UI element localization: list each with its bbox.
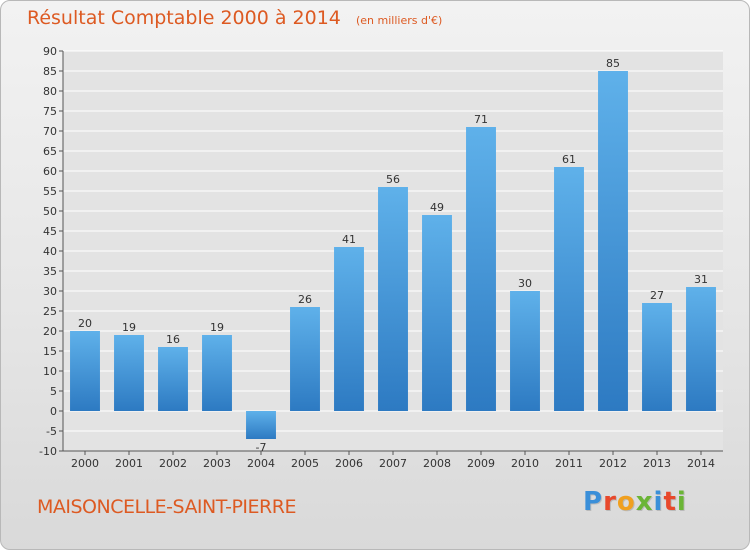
y-tick-label: -5 [46,425,57,438]
logo-letter: i [653,487,664,517]
y-tick-label: 35 [43,265,57,278]
value-label-2010: 30 [518,277,532,290]
value-label-2000: 20 [78,317,92,330]
y-axis: -10 -5 0 5 10 15 20 25 30 35 40 45 50 55 60 65 70 75 80 85 9… [39,45,64,458]
y-tick-label: 15 [43,345,57,358]
value-label-2001: 19 [122,321,136,334]
y-tick-label: 60 [43,165,57,178]
x-tick-label: 2000 [71,457,99,470]
value-label-2007: 56 [386,173,400,186]
y-tick-label: 90 [43,45,57,58]
x-tick-label: 2012 [599,457,627,470]
chart-subtitle: (en milliers d'€) [355,14,443,27]
y-tick-label: 25 [43,305,57,318]
bars [70,71,716,439]
y-tick-label: 75 [43,105,57,118]
y-tick-label: 40 [43,245,57,258]
y-tick-label: 30 [43,285,57,298]
bar-2005 [290,307,320,411]
title-row: Résultat Comptable 2000 à 2014 (en milli… [27,7,442,29]
y-tick-label: 70 [43,125,57,138]
place-name: MAISONCELLE-SAINT-PIERRE [37,496,296,518]
y-tick-label: 0 [50,405,57,418]
logo-letter: o [616,487,636,517]
logo-letter: P [583,487,604,517]
bar-2000 [70,331,100,411]
y-tick-label: -10 [39,445,57,458]
bar-2010 [510,291,540,411]
x-tick-label: 2001 [115,457,143,470]
logo-letter: r [603,487,617,517]
bar-2006 [334,247,364,411]
y-tick-label: 20 [43,325,57,338]
x-tick-label: 2008 [423,457,451,470]
value-label-2008: 49 [430,201,444,214]
x-tick-label: 2002 [159,457,187,470]
y-tick-label: 10 [43,365,57,378]
x-tick-label: 2014 [687,457,715,470]
value-label-2011: 61 [562,153,576,166]
proxiti-logo: Proxiti [583,487,687,517]
x-tick-label: 2004 [247,457,275,470]
bar-2004 [246,411,276,439]
value-labels: 20 19 16 19 -7 26 41 56 49 71 30 61 85 27 31 [78,57,708,454]
y-tick-label: 50 [43,205,57,218]
x-tick-label: 2010 [511,457,539,470]
x-tick-label: 2006 [335,457,363,470]
value-label-2005: 26 [298,293,312,306]
x-tick-label: 2013 [643,457,671,470]
y-tick-label: 5 [50,385,57,398]
logo-letter: x [635,487,654,517]
bar-2012 [598,71,628,411]
bar-2011 [554,167,584,411]
bar-2013 [642,303,672,411]
value-label-2009: 71 [474,113,488,126]
x-tick-label: 2011 [555,457,583,470]
value-label-2014: 31 [694,273,708,286]
x-tick-label: 2007 [379,457,407,470]
logo-letter: t [663,487,677,517]
chart-title: Résultat Comptable 2000 à 2014 [27,7,341,29]
y-tick-label: 45 [43,225,57,238]
x-axis: 2000 2001 2002 2003 2004 2005 2006 2007 2008 2009… [63,450,723,470]
y-tick-label: 80 [43,85,57,98]
value-label-2013: 27 [650,289,664,302]
x-tick-label: 2005 [291,457,319,470]
y-tick-label: 65 [43,145,57,158]
value-label-2004: -7 [256,441,267,454]
y-tick-label: 55 [43,185,57,198]
logo-letter: i [676,487,687,517]
value-label-2003: 19 [210,321,224,334]
value-label-2012: 85 [606,57,620,70]
bar-2007 [378,187,408,411]
value-label-2002: 16 [166,333,180,346]
x-tick-label: 2009 [467,457,495,470]
bar-2014 [686,287,716,411]
bar-2002 [158,347,188,411]
bar-2009 [466,127,496,411]
bar-2008 [422,215,452,411]
bar-2003 [202,335,232,411]
x-tick-label: 2003 [203,457,231,470]
bar-2001 [114,335,144,411]
value-label-2006: 41 [342,233,356,246]
y-tick-label: 85 [43,65,57,78]
